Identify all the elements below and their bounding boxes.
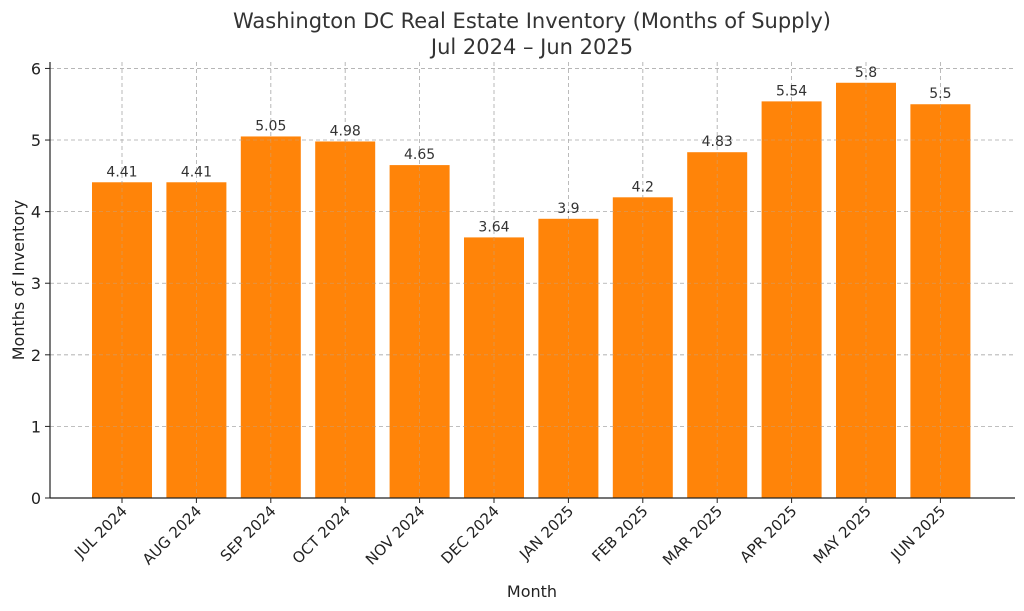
bars — [92, 82, 971, 499]
x-tick-label: APR 2025 — [736, 502, 800, 566]
chart-title: Washington DC Real Estate Inventory (Mon… — [233, 9, 831, 33]
x-tick-label: SEP 2024 — [217, 502, 280, 565]
data-label: 4.65 — [404, 147, 435, 163]
gridlines-overlay — [50, 62, 1015, 499]
y-tick-label: 1 — [31, 417, 41, 436]
x-tick-label: NOV 2024 — [362, 502, 428, 568]
x-tick-label: MAR 2025 — [659, 502, 726, 569]
data-label: 4.83 — [702, 134, 733, 150]
y-tick-label: 5 — [31, 131, 41, 150]
x-tick-label: AUG 2024 — [139, 502, 205, 568]
axes — [49, 62, 1015, 499]
data-label: 5.05 — [255, 118, 286, 134]
x-axis-label: Month — [507, 582, 557, 601]
bar — [389, 165, 450, 498]
data-label: 4.2 — [632, 179, 654, 195]
x-tick-label: JUN 2025 — [887, 502, 950, 565]
data-label: 4.41 — [106, 164, 137, 180]
x-tick-label: MAY 2025 — [810, 502, 875, 567]
data-label: 5.54 — [776, 83, 807, 99]
y-ticks: 0 1 2 3 4 5 6 — [31, 59, 50, 508]
x-tick-label: FEB 2025 — [588, 502, 651, 565]
bar — [761, 101, 822, 498]
bar — [687, 152, 748, 498]
bar — [836, 82, 896, 498]
bar — [910, 104, 971, 498]
y-tick-label: 2 — [31, 346, 41, 365]
bar — [240, 136, 301, 498]
y-tick-label: 4 — [31, 203, 41, 222]
y-tick-label: 3 — [31, 274, 41, 293]
x-tick-label: JAN 2025 — [515, 502, 577, 564]
data-label: 3.9 — [557, 201, 579, 217]
x-ticks: JUL 2024 AUG 2024 SEP 2024 OCT 2024 NOV 2024… — [70, 498, 949, 569]
data-label: 5.8 — [855, 65, 877, 81]
data-label: 3.64 — [478, 219, 509, 235]
data-label: 4.98 — [330, 123, 361, 139]
data-labels: 4.41 4.41 5.05 4.98 4.65 3.64 3.9 4.2 4.83 5.54 5.… — [106, 65, 951, 236]
x-tick-label: DEC 2024 — [437, 502, 502, 567]
bar — [166, 182, 227, 498]
y-axis-label: Months of Inventory — [9, 200, 28, 361]
bar — [92, 182, 152, 498]
bar — [538, 218, 599, 498]
x-tick-label: OCT 2024 — [289, 502, 354, 567]
y-tick-label: 0 — [31, 489, 41, 508]
data-label: 4.41 — [181, 164, 212, 180]
bar — [315, 141, 376, 498]
bar — [464, 237, 524, 499]
y-tick-label: 6 — [31, 59, 41, 78]
bar — [612, 197, 673, 498]
data-label: 5.5 — [929, 86, 951, 102]
chart-subtitle: Jul 2024 – Jun 2025 — [429, 35, 633, 59]
x-tick-label: JUL 2024 — [70, 502, 131, 563]
